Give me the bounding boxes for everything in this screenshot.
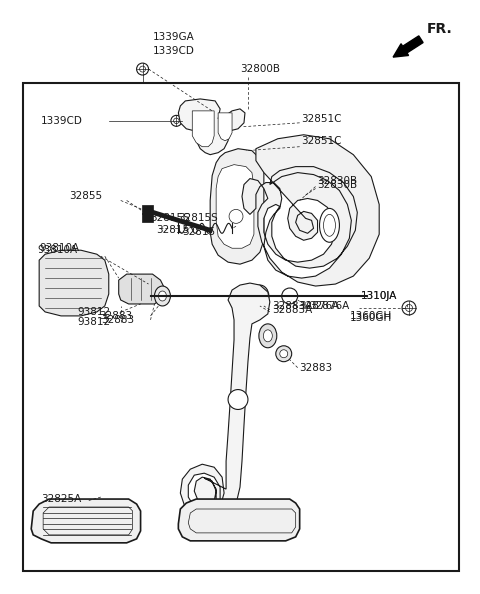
Text: 32883: 32883 (99, 311, 132, 321)
Text: 1310JA: 1310JA (361, 291, 397, 301)
Polygon shape (218, 113, 232, 141)
Polygon shape (179, 99, 245, 154)
Polygon shape (210, 148, 264, 264)
Text: 1360GH: 1360GH (349, 311, 392, 321)
Polygon shape (39, 250, 109, 316)
Text: 32830B: 32830B (318, 179, 358, 189)
Text: 93810A: 93810A (39, 243, 79, 253)
Text: 1360GH: 1360GH (349, 313, 392, 323)
Ellipse shape (251, 285, 269, 307)
Text: 32851C: 32851C (301, 136, 342, 146)
FancyArrow shape (393, 36, 423, 57)
Text: 32883A: 32883A (272, 301, 312, 311)
Text: 1339CD: 1339CD (41, 116, 83, 126)
Text: 1339GA: 1339GA (153, 32, 194, 42)
Text: 32883: 32883 (101, 315, 134, 325)
Text: FR.: FR. (427, 22, 453, 36)
Text: 32855: 32855 (69, 191, 102, 201)
Text: 32815: 32815 (156, 225, 190, 235)
Text: 32883: 32883 (300, 363, 333, 372)
Text: 93810A: 93810A (37, 245, 77, 255)
Text: 32883A: 32883A (272, 305, 312, 315)
Text: 32851C: 32851C (301, 114, 342, 124)
Ellipse shape (280, 350, 288, 358)
Text: 32825A: 32825A (41, 494, 82, 504)
Bar (23, 83, 459, 571)
Polygon shape (180, 283, 270, 521)
Polygon shape (179, 499, 300, 541)
Text: 32815S: 32815S (151, 213, 190, 223)
Text: 32830B: 32830B (318, 176, 358, 185)
Circle shape (282, 288, 298, 304)
Text: 32876A: 32876A (300, 301, 340, 311)
Circle shape (229, 210, 243, 223)
Ellipse shape (155, 286, 170, 306)
Text: 32815S: 32815S (179, 213, 218, 223)
Ellipse shape (259, 324, 277, 347)
Circle shape (137, 63, 148, 75)
Text: 1339CD: 1339CD (153, 46, 194, 56)
Polygon shape (242, 135, 379, 286)
Ellipse shape (264, 330, 272, 342)
Text: 32800B: 32800B (240, 64, 280, 74)
Polygon shape (119, 274, 165, 304)
Text: 93812: 93812 (77, 317, 110, 327)
Text: 1310JA: 1310JA (361, 291, 397, 301)
Text: 93812: 93812 (77, 307, 110, 317)
Polygon shape (216, 165, 254, 248)
Text: 32815: 32815 (182, 228, 216, 238)
Circle shape (228, 390, 248, 409)
Polygon shape (31, 499, 141, 543)
Circle shape (402, 301, 416, 315)
Ellipse shape (255, 290, 264, 302)
Ellipse shape (158, 291, 167, 301)
Ellipse shape (276, 346, 292, 362)
Polygon shape (192, 111, 214, 147)
Text: 32876A: 32876A (310, 301, 350, 311)
Circle shape (171, 115, 182, 127)
Ellipse shape (320, 208, 339, 242)
